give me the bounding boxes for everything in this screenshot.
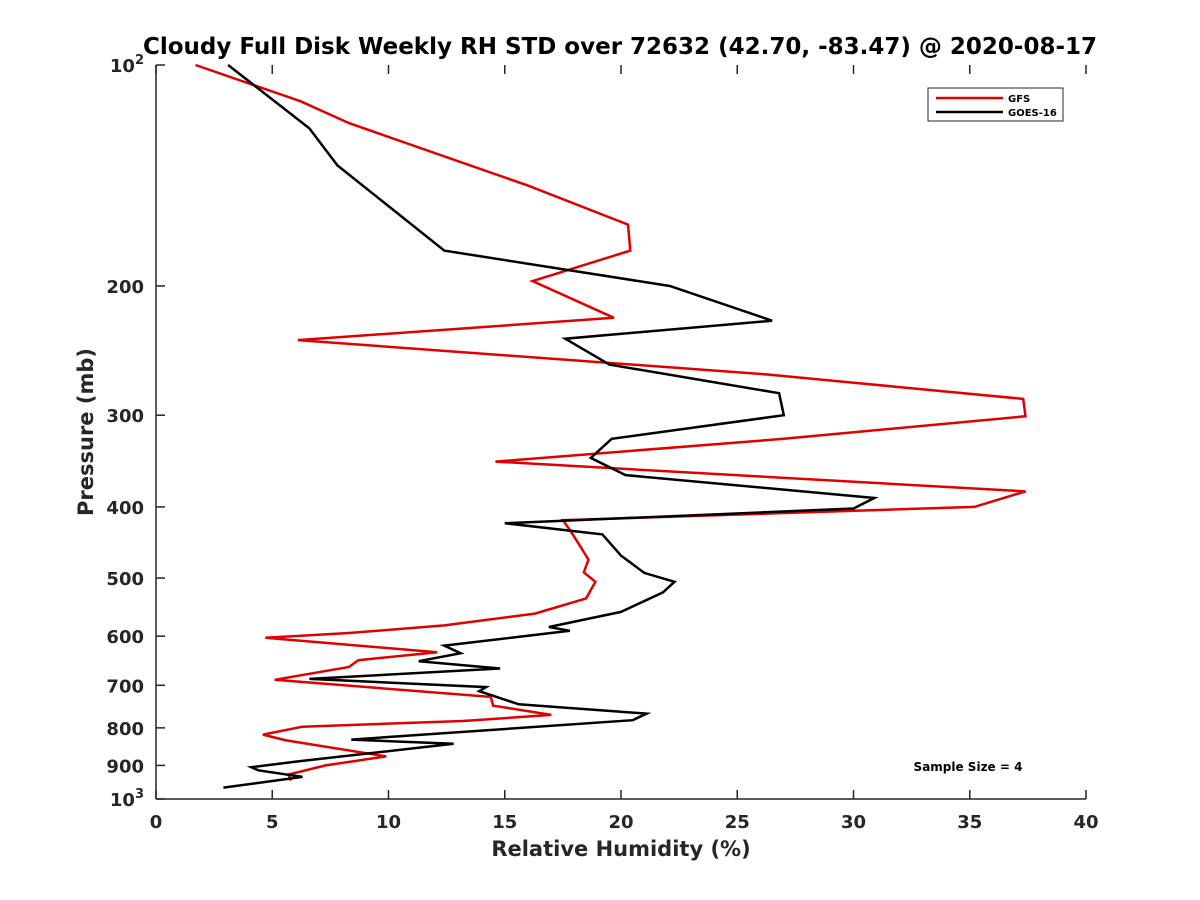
y-tick-label-exponent: 2	[135, 53, 144, 68]
x-tick-label: 5	[266, 812, 279, 833]
x-tick-label: 40	[1073, 812, 1098, 833]
series-line-goes-16	[223, 64, 879, 789]
series-line-gfs	[195, 63, 1027, 782]
y-tick-label: 500	[106, 569, 144, 590]
x-tick-label: 25	[725, 812, 750, 833]
y-tick-label: 700	[106, 676, 144, 697]
y-tick-label: 800	[106, 719, 144, 740]
y-tick-label: 200	[106, 277, 144, 298]
x-axis-label: Relative Humidity (%)	[491, 837, 750, 861]
x-tick-label: 15	[492, 812, 517, 833]
y-axis-label: Pressure (mb)	[74, 348, 98, 516]
x-ticks: 0 5 10 15 20 25 30 35 40	[150, 65, 1099, 833]
y-tick-label: 400	[106, 498, 144, 519]
legend-label: GOES-16	[1008, 108, 1057, 119]
plot-area: 0 5 10 15 20 25 30 35 40 10220030040050060070080…	[106, 53, 1098, 833]
y-tick-label: 900	[106, 756, 144, 777]
y-tick-label: 300	[106, 406, 144, 427]
legend-label: GFS	[1008, 94, 1030, 105]
legend-entries: GFS GOES-16	[936, 94, 1057, 119]
legend: GFS GOES-16	[927, 87, 1064, 122]
sample-size-annotation: Sample Size = 4	[914, 760, 1023, 774]
x-tick-label: 20	[608, 812, 633, 833]
x-tick-label: 0	[150, 812, 163, 833]
chart-title: Cloudy Full Disk Weekly RH STD over 7263…	[143, 34, 1097, 60]
y-tick-label: 600	[106, 627, 144, 648]
x-tick-label: 30	[841, 812, 866, 833]
y-tick-label-base: 10	[110, 790, 135, 811]
y-tick-label: 103	[110, 787, 144, 811]
y-tick-label-exponent: 3	[135, 787, 144, 802]
y-tick-label-base: 10	[110, 56, 135, 77]
x-tick-label: 35	[957, 812, 982, 833]
y-tick-label: 102	[110, 53, 144, 77]
x-tick-label: 10	[376, 812, 401, 833]
legend-box	[927, 87, 1064, 122]
series-lines	[195, 63, 1027, 789]
